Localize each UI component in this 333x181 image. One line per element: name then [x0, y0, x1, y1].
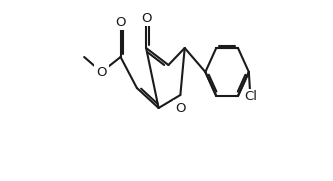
Text: O: O	[141, 12, 152, 24]
Text: O: O	[115, 16, 126, 28]
Text: O: O	[96, 66, 107, 79]
Text: O: O	[175, 102, 185, 115]
Text: Cl: Cl	[244, 90, 257, 104]
